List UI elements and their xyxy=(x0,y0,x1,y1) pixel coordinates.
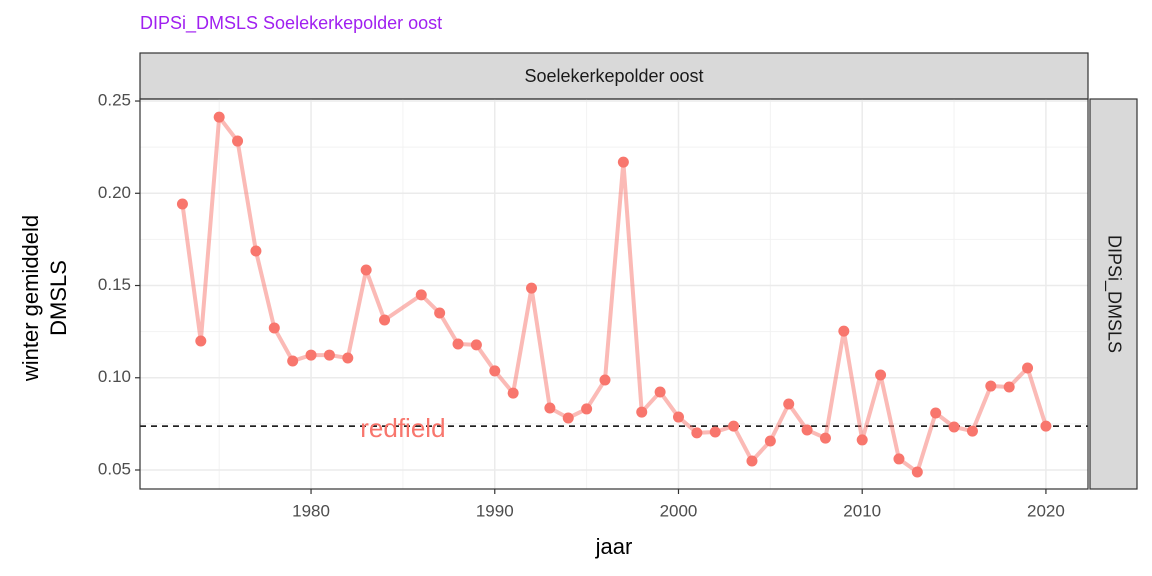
data-point xyxy=(379,314,391,326)
y-tick-label: 0.10 xyxy=(98,367,131,386)
data-point xyxy=(507,387,519,399)
data-point xyxy=(526,282,538,294)
data-point xyxy=(599,374,611,386)
data-point xyxy=(268,322,280,334)
data-point xyxy=(489,365,501,377)
data-point xyxy=(893,453,905,465)
data-point xyxy=(654,386,666,398)
data-point xyxy=(856,434,868,446)
data-point xyxy=(691,427,703,439)
x-tick-label: 2020 xyxy=(1027,501,1065,520)
data-point xyxy=(415,289,427,301)
series-line xyxy=(180,115,1048,475)
plot-area: 0.05 0.10 0.15 0.20 0.25 1980 1990 2000 2010 2020… xyxy=(98,91,1089,520)
reference-label: redfield xyxy=(360,413,445,443)
data-point xyxy=(838,325,850,337)
x-tick-label: 2010 xyxy=(843,501,881,520)
y-axis-label: winter gemiddeld xyxy=(18,215,43,382)
x-axis-label: jaar xyxy=(595,534,633,559)
panel-border xyxy=(139,98,1089,490)
data-point xyxy=(764,435,776,447)
data-point xyxy=(746,455,758,467)
data-point xyxy=(819,432,831,444)
strip-right-label: DIPSi_DMSLS xyxy=(1103,235,1124,353)
data-point xyxy=(911,466,923,478)
strip-top-label: Soelekerkepolder oost xyxy=(524,66,703,86)
strip-right xyxy=(1089,98,1138,490)
data-point xyxy=(930,407,942,419)
strip-top xyxy=(139,52,1089,100)
data-point xyxy=(1022,362,1034,374)
data-point xyxy=(342,352,354,364)
chart-title: DIPSi_DMSLS Soelekerkepolder oost xyxy=(140,13,442,34)
y-tick-label: 0.25 xyxy=(98,91,131,110)
data-point xyxy=(617,156,629,168)
data-point xyxy=(232,135,244,147)
data-point xyxy=(287,355,299,367)
data-point xyxy=(323,349,335,361)
data-point xyxy=(452,338,464,350)
data-point xyxy=(250,245,262,257)
data-point xyxy=(544,402,556,414)
y-tick-label: 0.05 xyxy=(98,459,131,478)
data-point xyxy=(305,349,317,361)
data-point xyxy=(176,198,188,210)
data-point xyxy=(581,403,593,415)
data-point xyxy=(875,369,887,381)
data-point xyxy=(728,420,740,432)
data-point xyxy=(966,425,978,437)
y-tick-label: 0.20 xyxy=(98,183,131,202)
data-point xyxy=(562,412,574,424)
data-point xyxy=(213,111,225,123)
data-point xyxy=(434,307,446,319)
data-point xyxy=(948,421,960,433)
data-point xyxy=(470,339,482,351)
y-axis-label: DMSLS xyxy=(46,260,71,336)
data-point xyxy=(1003,381,1015,393)
data-point xyxy=(195,335,207,347)
data-point xyxy=(672,411,684,423)
x-tick-label: 1990 xyxy=(476,501,514,520)
y-tick-label: 0.15 xyxy=(98,275,131,294)
data-point xyxy=(801,424,813,436)
data-point xyxy=(360,264,372,276)
data-point xyxy=(636,406,648,418)
data-point xyxy=(1040,420,1052,432)
data-point xyxy=(783,398,795,410)
data-point xyxy=(709,426,721,438)
x-tick-label: 2000 xyxy=(660,501,698,520)
data-point xyxy=(985,380,997,392)
x-tick-label: 1980 xyxy=(292,501,330,520)
